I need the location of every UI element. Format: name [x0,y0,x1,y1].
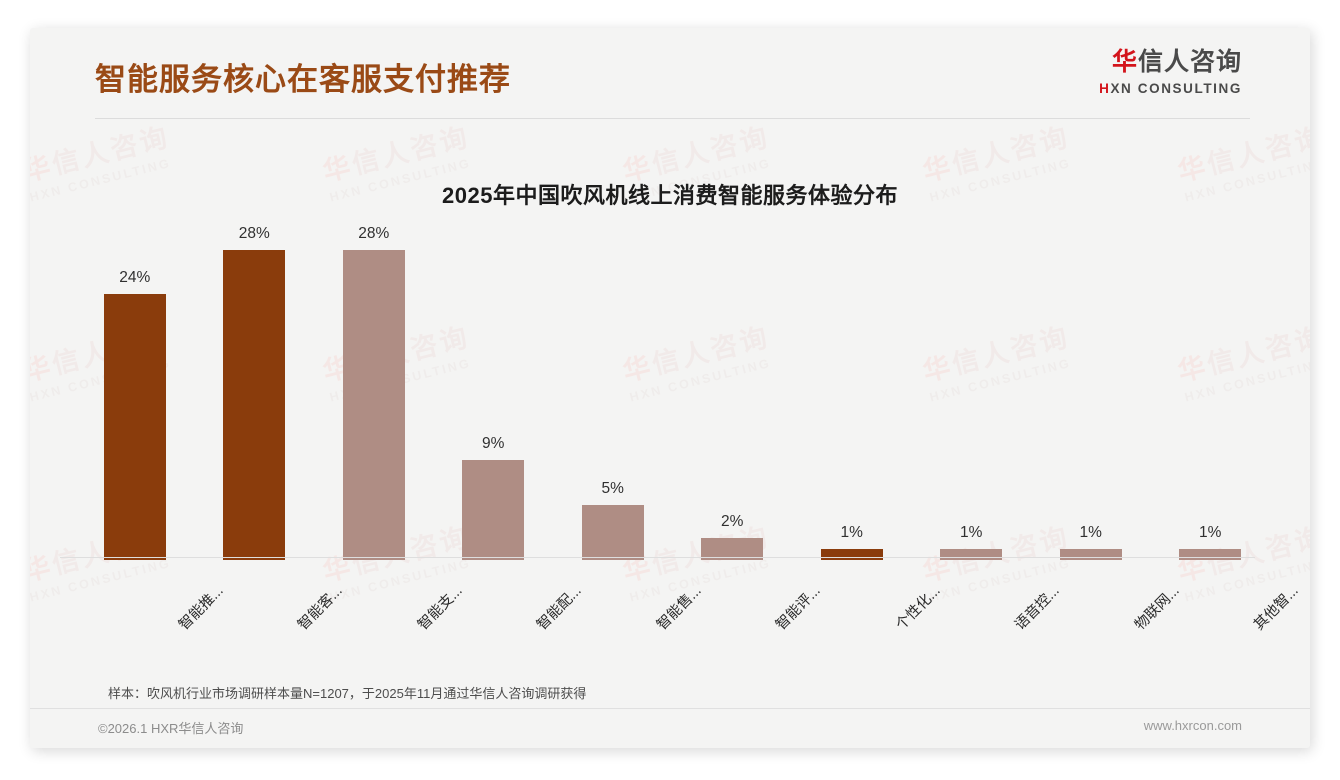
bar-value-label: 9% [482,435,505,453]
chart-bar[interactable] [462,460,525,560]
x-axis-tick-label: 智能支... [414,582,466,634]
bar-group: 28% [342,225,405,560]
chart-bar[interactable] [820,548,883,560]
bar-group: 1% [940,228,1003,560]
chart-bar[interactable] [103,294,166,560]
bar-value-label: 1% [960,523,983,541]
logo-chinese: 华信人咨询 [1099,50,1242,75]
bar-group: 1% [1179,228,1242,560]
bar-group: 1% [1059,228,1122,560]
logo-en-rest: XN CONSULTING [1110,81,1242,96]
bar-group: 28% [223,225,286,560]
watermark-english: HXN CONSULTING [30,555,173,605]
logo-en-accent: H [1099,81,1111,96]
bar-value-label: 1% [1199,523,1222,541]
chart-bar[interactable] [223,250,286,560]
bar-chart-plot: 24% 智能推... 28% 智能客... 28% 智能支... 9% 智能配... 5% 智能售… [75,225,1302,633]
website-link[interactable]: www.hxrcon.com [1143,718,1242,733]
bar-group: 9% [462,228,525,560]
x-axis-tick-label: 智能评... [773,582,824,634]
bar-group: 1% [820,228,883,560]
x-axis-tick-label: 智能推... [175,582,227,634]
bar-value-label: 2% [721,512,744,530]
x-axis-tick-label: 智能配... [534,582,585,634]
copyright-text: ©2026.1 HXR华信人咨询 [98,721,244,736]
bar-value-label: 1% [1079,523,1102,541]
chart-bar[interactable] [342,250,405,560]
x-axis-tick-label: 语音控... [1012,582,1063,634]
chart-bar[interactable] [1059,548,1122,560]
bar-group: 5% [581,228,644,560]
slide-header: 智能服务核心在客服支付推荐 华信人咨询 HXN CONSULTING [30,28,1310,120]
bar-group: 2% [701,228,764,560]
slide-card: 华信人咨询 HXN CONSULTING 华信人咨询 HXN CONSULTING 华信… [30,28,1310,748]
chart-bar[interactable] [1179,548,1242,560]
bar-value-label: 24% [119,269,151,287]
x-axis-tick-label: 智能客... [295,582,346,634]
bar-value-label: 28% [238,225,270,243]
logo-accent-char: 华 [1111,48,1138,76]
chart-bar[interactable] [581,504,644,560]
x-axis-line [60,557,1255,558]
x-axis-tick-label: 物联网... [1131,582,1183,634]
page-title: 智能服务核心在客服支付推荐 [95,62,511,97]
chart-title: 2025年中国吹风机线上消费智能服务体验分布 [442,183,898,208]
logo-english: HXN CONSULTING [1099,82,1242,96]
chart-bar[interactable] [940,548,1003,560]
bar-value-label: 28% [358,225,390,243]
brand-logo: 华信人咨询 HXN CONSULTING [1099,50,1242,96]
footer-divider [30,708,1310,709]
x-axis-tick-label: 智能售... [653,582,705,634]
chart-bar[interactable] [701,537,764,560]
x-axis-tick-label: 个性化... [892,582,944,634]
header-divider [95,118,1250,119]
bar-value-label: 1% [840,523,863,541]
x-axis-tick-label: 其他智... [1251,582,1302,634]
bar-value-label: 5% [601,479,624,497]
sample-note: 样本：吹风机行业市场调研样本量N=1207，于2025年11月通过华信人咨询调研… [108,686,587,701]
logo-chinese-rest: 信人咨询 [1137,48,1242,76]
bar-group: 24% [103,228,166,560]
